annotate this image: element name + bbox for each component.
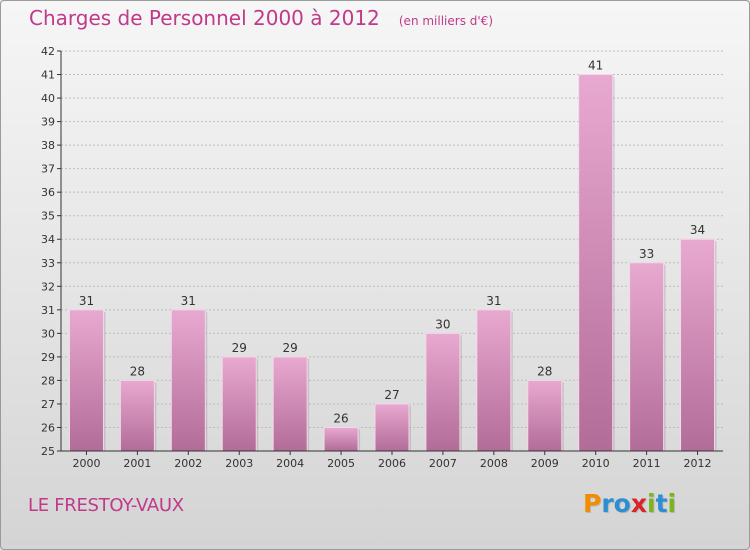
bar xyxy=(374,403,410,452)
x-tick-label: 2001 xyxy=(123,457,151,470)
proxiti-logo[interactable]: Proxiti xyxy=(583,489,676,518)
logo-letter: P xyxy=(583,489,602,518)
y-tick-label: 32 xyxy=(41,280,55,293)
chart-title: Charges de Personnel 2000 à 2012 xyxy=(29,6,380,30)
x-tick-label: 2011 xyxy=(633,457,661,470)
bar-value-label: 29 xyxy=(283,341,298,355)
bar-value-label: 26 xyxy=(333,411,348,425)
bar-value-label: 28 xyxy=(537,364,552,378)
bar-value-label: 41 xyxy=(588,59,603,73)
chart-subtitle: (en milliers d'€) xyxy=(398,14,493,28)
bar-value-label: 31 xyxy=(486,294,501,308)
bar-value-label: 28 xyxy=(130,364,145,378)
logo-letter: i xyxy=(647,489,656,518)
logo-letter: o xyxy=(613,489,631,518)
bar xyxy=(425,332,461,452)
commune-name: LE FRESTOY-VAUX xyxy=(28,495,184,516)
y-tick-label: 39 xyxy=(41,116,55,129)
bar-value-label: 30 xyxy=(435,317,450,331)
y-tick-label: 42 xyxy=(41,45,55,58)
x-tick-label: 2010 xyxy=(582,457,610,470)
y-tick-label: 37 xyxy=(41,163,55,176)
bar xyxy=(629,262,665,452)
y-tick-label: 40 xyxy=(41,92,55,105)
bar xyxy=(680,238,716,452)
bar xyxy=(323,426,359,452)
bar xyxy=(476,309,512,452)
labels: 25 26 27 28 29 30 31 32 33 34 35 36 37 38 39 40 41 42 31 20… xyxy=(41,45,712,470)
y-tick-label: 33 xyxy=(41,257,55,270)
y-tick-label: 38 xyxy=(41,139,55,152)
x-tick-label: 2005 xyxy=(327,457,355,470)
bar-value-label: 27 xyxy=(384,388,399,402)
bars xyxy=(68,74,717,452)
bar xyxy=(272,356,308,452)
title-row: Charges de Personnel 2000 à 2012 (en mil… xyxy=(29,6,493,30)
logo-letter: i xyxy=(667,489,677,518)
grid-lines xyxy=(61,50,723,428)
y-tick-label: 36 xyxy=(41,186,55,199)
x-tick-label: 2000 xyxy=(72,457,100,470)
x-tick-label: 2008 xyxy=(480,457,508,470)
bar-value-label: 31 xyxy=(181,294,196,308)
logo-letter: t xyxy=(655,489,668,518)
y-tick-label: 26 xyxy=(41,421,55,434)
bar-value-label: 34 xyxy=(690,223,705,237)
bar xyxy=(119,379,155,452)
axes xyxy=(57,50,723,455)
y-tick-label: 29 xyxy=(41,351,55,364)
x-tick-label: 2007 xyxy=(429,457,457,470)
y-tick-label: 25 xyxy=(41,445,55,458)
bar xyxy=(68,309,104,452)
x-tick-label: 2006 xyxy=(378,457,406,470)
x-tick-label: 2003 xyxy=(225,457,253,470)
logo-letter: x xyxy=(630,489,647,518)
y-tick-label: 34 xyxy=(41,233,55,246)
bar xyxy=(527,379,563,452)
y-tick-label: 30 xyxy=(41,327,55,340)
bar xyxy=(221,356,257,452)
y-tick-label: 31 xyxy=(41,304,55,317)
x-tick-label: 2004 xyxy=(276,457,304,470)
bar-value-label: 31 xyxy=(79,294,94,308)
y-tick-label: 41 xyxy=(41,69,55,82)
bar xyxy=(578,74,614,452)
y-tick-label: 27 xyxy=(41,398,55,411)
x-tick-label: 2012 xyxy=(684,457,712,470)
x-tick-label: 2002 xyxy=(174,457,202,470)
logo-letter: r xyxy=(601,489,614,518)
y-tick-label: 35 xyxy=(41,210,55,223)
bar-value-label: 29 xyxy=(232,341,247,355)
bar-value-label: 33 xyxy=(639,247,654,261)
x-tick-label: 2009 xyxy=(531,457,559,470)
bar xyxy=(170,309,206,452)
y-tick-label: 28 xyxy=(41,374,55,387)
